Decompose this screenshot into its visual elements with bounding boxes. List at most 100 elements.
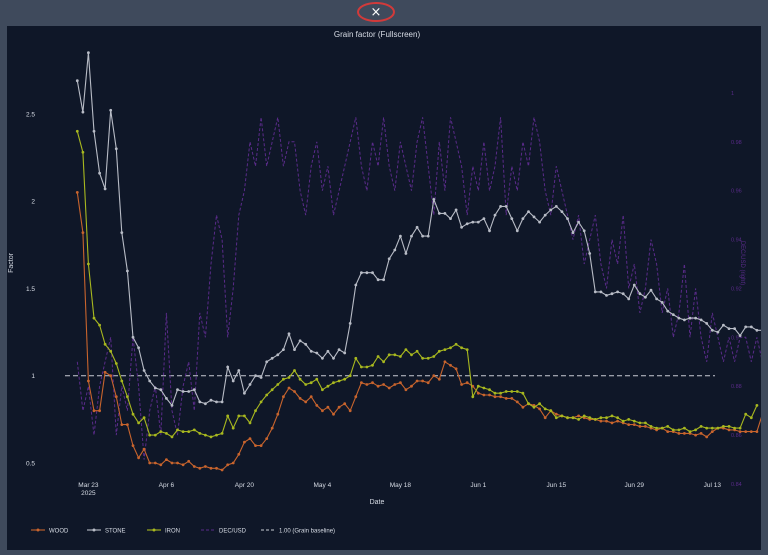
data-point-wood [209,466,213,470]
data-point-iron [655,426,658,430]
data-point-wood [610,421,614,425]
data-point-stone [387,257,391,261]
data-point-wood [755,430,759,433]
data-point-iron [549,409,553,413]
data-point-stone [710,328,714,332]
x-tick-label: Jun 15 [547,482,567,489]
data-point-stone [683,318,686,322]
data-point-iron [309,381,313,385]
data-point-wood [81,231,85,235]
data-point-stone [515,229,519,233]
data-point-wood [538,407,541,411]
data-point-wood [387,386,391,390]
data-point-iron [371,363,374,367]
data-point-iron [315,377,319,381]
data-point-iron [488,388,491,392]
chart-panel: Grain factor (Fullscreen) 0.5 1 1.5 2 2.5 0.8… [7,26,761,550]
data-point-stone [371,271,374,275]
data-point-stone [733,327,736,330]
data-point-stone [482,217,486,221]
data-point-iron [382,360,385,364]
data-point-iron [504,390,508,393]
series-line-stone [76,52,761,407]
data-point-iron [616,416,619,420]
data-point-iron [326,384,330,388]
data-point-wood [226,463,230,467]
data-point-iron [499,391,502,395]
data-point-stone [655,297,658,301]
data-point-iron [254,409,257,413]
data-point-stone [231,379,235,383]
legend-item-label: 1.00 (Grain baseline) [279,528,335,534]
data-point-iron [98,323,101,327]
data-point-iron [755,404,759,407]
data-point-iron [148,433,152,437]
data-point-wood [421,379,424,383]
data-point-wood [638,425,642,428]
data-point-iron [521,391,525,395]
data-point-stone [114,147,118,151]
y2-tick-label: 0.84 [731,482,742,488]
data-point-stone [321,356,324,360]
data-point-wood [270,426,274,430]
data-point-stone [599,290,603,294]
data-point-iron [694,428,697,432]
data-point-stone [204,402,207,406]
data-point-wood [231,461,235,465]
data-point-stone [722,323,725,327]
data-point-iron [165,432,168,435]
data-point-stone [443,212,447,215]
data-point-iron [588,416,592,420]
data-point-stone [293,348,296,351]
data-point-wood [98,409,101,413]
data-point-stone [226,365,230,369]
data-point-iron [538,402,541,406]
data-point-stone [270,356,274,360]
data-point-iron [677,428,681,432]
y-tick-label: 0.5 [26,461,35,468]
data-point-stone [254,374,257,378]
data-point-wood [142,447,146,451]
y-tick-label: 1 [31,373,35,380]
data-point-iron [571,416,575,420]
data-point-stone [610,292,614,296]
data-point-wood [510,397,514,400]
data-point-iron [276,383,280,386]
data-point-stone [493,213,497,217]
data-point-wood [120,423,124,426]
data-point-stone [131,335,135,339]
data-point-iron [716,426,720,430]
data-point-stone [566,217,569,221]
data-point-stone [627,297,631,301]
data-point-iron [321,388,324,392]
data-point-iron [710,426,714,430]
data-point-stone [465,222,469,226]
x-axis-label: Date [370,499,385,506]
data-point-wood [521,405,525,409]
data-point-stone [694,316,697,320]
data-point-wood [443,360,447,364]
data-point-stone [738,334,742,337]
data-point-iron [399,355,402,358]
legend-item-label: DEC/USD [219,528,247,534]
data-point-wood [399,381,402,385]
data-point-stone [727,327,731,330]
data-point-iron [660,426,664,430]
data-point-wood [321,409,324,413]
close-fullscreen-button[interactable]: × [357,2,395,22]
data-point-wood [393,383,397,386]
data-point-stone [187,390,191,393]
data-point-stone [220,400,224,404]
data-point-wood [109,374,113,378]
data-point-stone [98,171,101,175]
data-point-iron [204,433,207,437]
data-point-iron [476,384,480,388]
data-point-wood [354,395,358,399]
data-point-stone [393,248,397,252]
data-point-stone [87,51,90,55]
data-point-iron [683,426,686,430]
data-point-stone [75,79,79,83]
data-point-stone [120,231,124,235]
data-point-stone [337,348,341,351]
data-point-wood [616,419,619,423]
